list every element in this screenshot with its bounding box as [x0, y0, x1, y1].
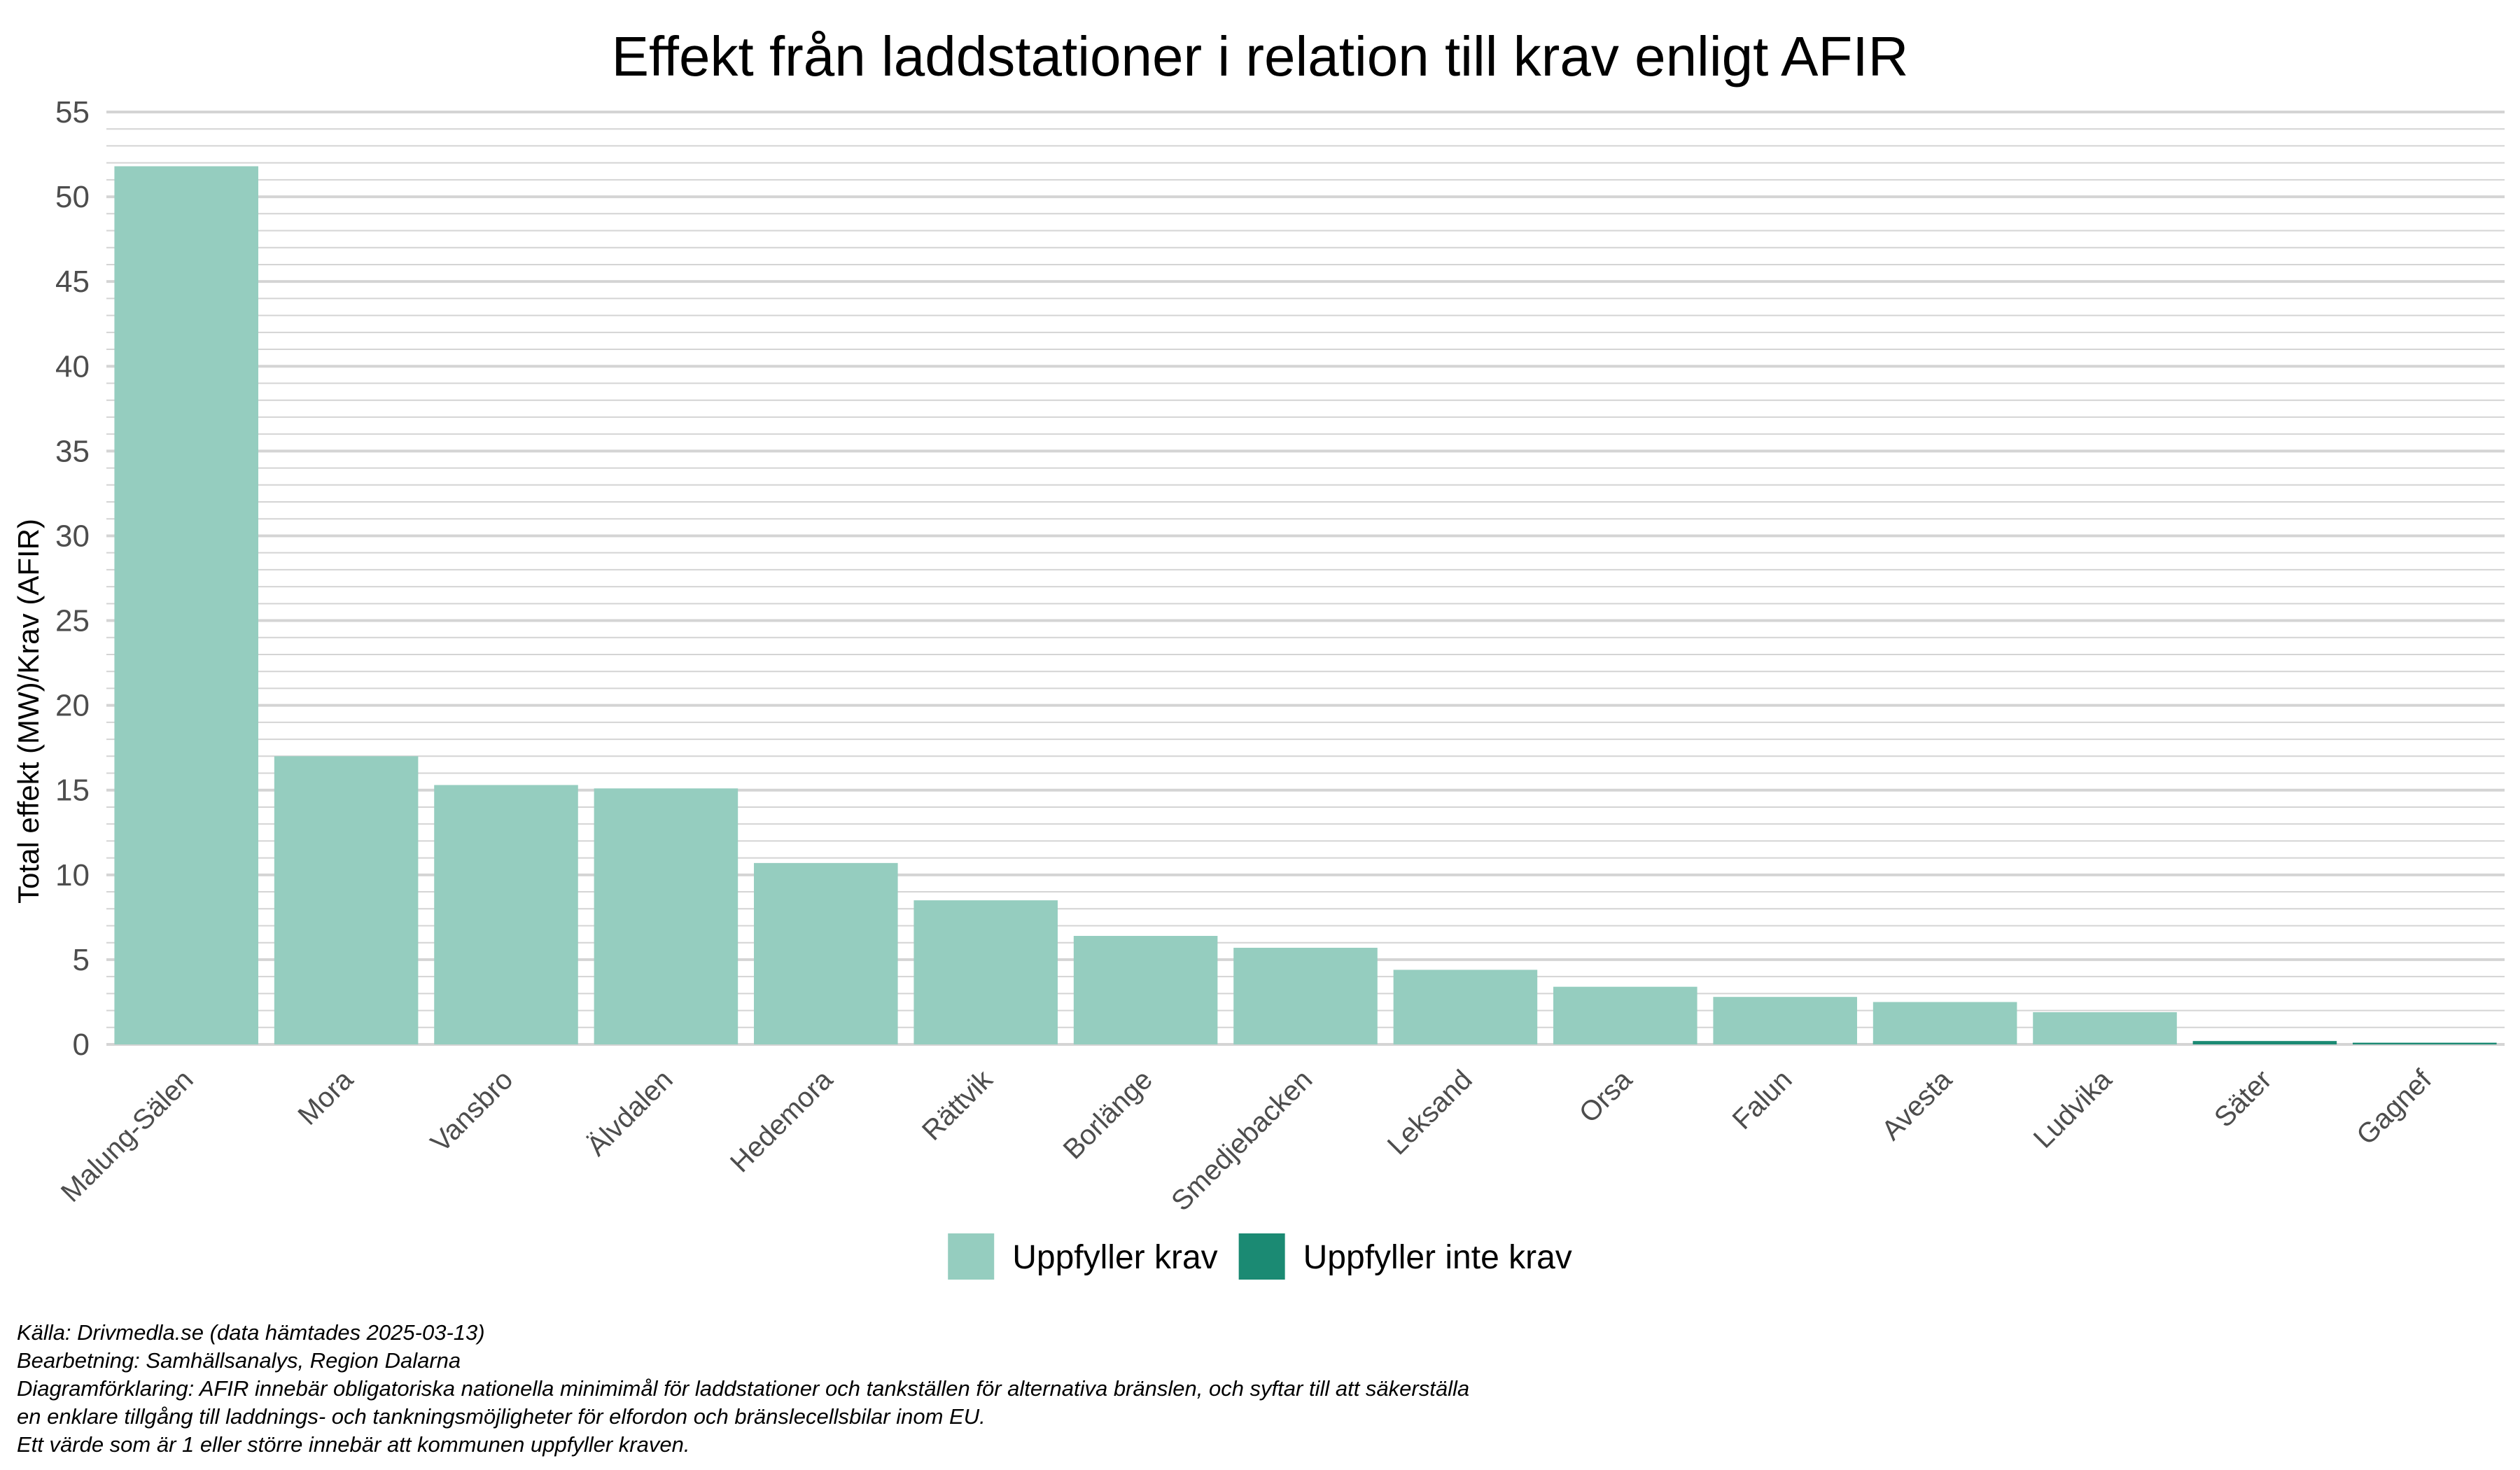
- x-tick-label: Leksand: [1382, 1064, 1478, 1161]
- y-tick-label: 20: [55, 689, 90, 723]
- bar: [1713, 997, 1857, 1044]
- x-tick-label: Malung-Sälen: [55, 1064, 200, 1208]
- caption-source: Källa: Drivmedla.se (data hämtades 2025-…: [17, 1320, 485, 1345]
- y-tick-label: 50: [55, 180, 90, 214]
- legend-swatch-meets: [948, 1233, 995, 1280]
- bar: [1553, 986, 1698, 1044]
- y-tick-label: 40: [55, 349, 90, 384]
- x-tick-label: Falun: [1727, 1064, 1798, 1135]
- bars: [114, 166, 2497, 1045]
- caption-processing: Bearbetning: Samhällsanalys, Region Dala…: [17, 1348, 461, 1373]
- chart-title: Effekt från laddstationer i relation til…: [612, 25, 1909, 88]
- bar: [754, 862, 898, 1044]
- caption: Källa: Drivmedla.se (data hämtades 2025-…: [17, 1319, 2467, 1459]
- bar: [2192, 1041, 2337, 1044]
- bar: [1233, 947, 1378, 1044]
- y-tick-label: 10: [55, 858, 90, 892]
- x-tick-label: Vansbro: [425, 1064, 519, 1158]
- x-tick-label: Säter: [2208, 1064, 2278, 1133]
- bar: [594, 788, 738, 1044]
- x-axis-ticks: Malung-Sälen Mora Vansbro Älvdalen Hedemora R…: [55, 1064, 2438, 1217]
- legend-label-fails: Uppfyller inte krav: [1303, 1239, 1572, 1276]
- bar: [2353, 1042, 2497, 1044]
- y-axis-label: Total effekt (MW)/Krav (AFIR): [12, 519, 45, 904]
- x-tick-label: Rättvik: [916, 1064, 999, 1147]
- y-axis-ticks: 0 5 10 15 20 25 30 35 40 45 50 55: [55, 95, 90, 1062]
- caption-explanation-2: en enklare tillgång till laddnings- och …: [17, 1404, 986, 1429]
- x-tick-label: Smedjebacken: [1166, 1064, 1318, 1217]
- legend-label-meets: Uppfyller krav: [1012, 1239, 1217, 1276]
- legend-swatch-fails: [1238, 1233, 1285, 1280]
- x-tick-label: Hedemora: [724, 1064, 839, 1179]
- x-tick-label: Gagnef: [2351, 1064, 2438, 1152]
- bar: [1073, 936, 1218, 1044]
- y-tick-label: 25: [55, 604, 90, 638]
- x-tick-label: Ludvika: [2028, 1064, 2118, 1154]
- x-tick-label: Mora: [292, 1064, 359, 1131]
- y-tick-label: 35: [55, 434, 90, 468]
- y-tick-label: 55: [55, 95, 90, 130]
- bar: [1872, 1002, 2017, 1044]
- x-tick-label: Orsa: [1574, 1064, 1639, 1129]
- x-tick-label: Avesta: [1876, 1064, 1959, 1147]
- y-tick-label: 45: [55, 265, 90, 299]
- y-tick-label: 15: [55, 774, 90, 808]
- bar: [1393, 969, 1538, 1044]
- y-tick-label: 30: [55, 519, 90, 553]
- y-tick-label: 5: [73, 943, 90, 977]
- bar: [114, 166, 258, 1045]
- caption-explanation-1: Diagramförklaring: AFIR innebär obligato…: [17, 1376, 1470, 1401]
- bar: [2033, 1011, 2177, 1044]
- x-tick-label: Borlänge: [1058, 1064, 1158, 1165]
- legend: Uppfyller krav Uppfyller inte krav: [948, 1233, 1572, 1280]
- bar: [434, 785, 578, 1044]
- caption-note: Ett värde som är 1 eller större innebär …: [17, 1432, 690, 1457]
- y-tick-label: 0: [73, 1028, 90, 1062]
- x-tick-label: Älvdalen: [581, 1064, 679, 1162]
- bar: [913, 900, 1058, 1044]
- bar: [274, 756, 419, 1044]
